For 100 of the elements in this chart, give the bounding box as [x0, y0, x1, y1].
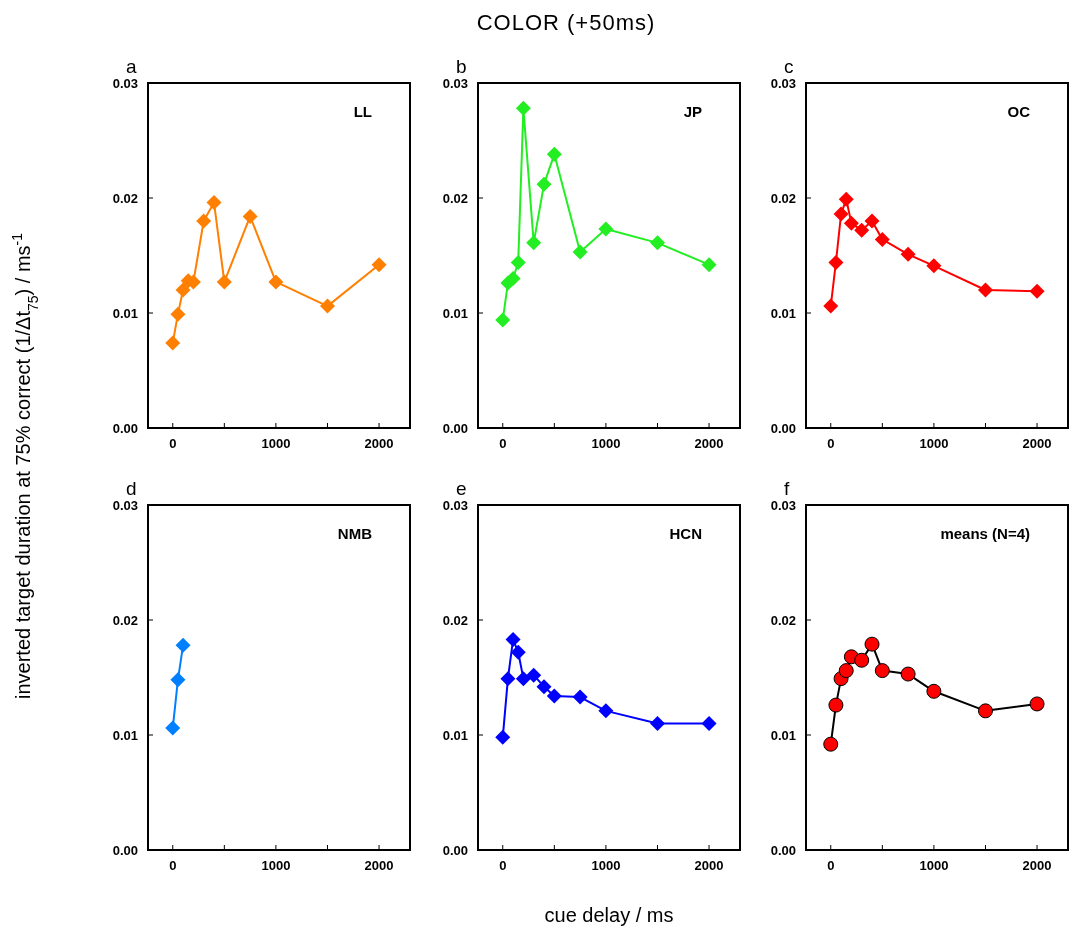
point [838, 191, 854, 207]
y-tick-label: 0.02 [770, 612, 796, 628]
point [495, 312, 511, 328]
x-tick-label: 2000 [364, 858, 394, 873]
x-tick-label: 0 [499, 436, 507, 451]
point [206, 195, 222, 211]
point [823, 298, 839, 314]
y-tick-label: 0.01 [770, 727, 796, 743]
x-tick-label: 2000 [1022, 858, 1052, 873]
point [175, 637, 191, 653]
y-tick-label: 0.00 [770, 842, 796, 858]
point [165, 720, 181, 736]
point [505, 271, 521, 286]
y-tick-label: 0.02 [442, 190, 468, 206]
x-tick-label: 0 [169, 436, 177, 451]
y-tick-label: 0.01 [112, 727, 138, 743]
y-tick-label: 0.03 [112, 497, 138, 513]
text: COLOR (+50ms) [476, 10, 656, 35]
annotation: OC [1007, 103, 1031, 120]
point [170, 672, 186, 688]
x-tick-label: 1000 [261, 436, 291, 451]
chart-title: b [456, 56, 467, 77]
point [874, 231, 890, 247]
point [371, 257, 387, 273]
point [510, 254, 526, 270]
chart-title: e [456, 478, 467, 499]
point [828, 254, 844, 270]
annotation: means (N=4) [940, 525, 1030, 542]
point [843, 215, 859, 231]
annotation: HCN [669, 525, 702, 542]
point [701, 716, 717, 731]
y-tick-label: 0.03 [442, 497, 468, 513]
y-tick-label: 0.03 [112, 75, 138, 91]
x-tick-label: 0 [827, 436, 835, 451]
y-tick-label: 0.03 [770, 75, 796, 91]
y-tick-label: 0.01 [442, 727, 468, 743]
point [572, 244, 588, 260]
point [649, 716, 665, 731]
y-tick-label: 0.00 [442, 842, 468, 858]
x-tick-label: 2000 [364, 436, 394, 451]
x-tick-label: 0 [499, 858, 507, 873]
y-tick-label: 0.03 [770, 497, 796, 513]
point [926, 258, 942, 274]
y-tick-label: 0.02 [442, 612, 468, 628]
y-tick-label: 0.02 [112, 190, 138, 206]
point [701, 257, 717, 273]
point [598, 221, 614, 237]
point [874, 663, 890, 679]
y-tick-label: 0.01 [112, 305, 138, 321]
x-tick-label: 2000 [694, 858, 724, 873]
point [196, 213, 212, 229]
y-tick-label: 0.01 [770, 305, 796, 321]
point [864, 636, 880, 652]
y-tick-label: 0.00 [112, 420, 138, 436]
point [175, 282, 191, 298]
point [1029, 283, 1045, 299]
point [505, 632, 521, 648]
point [546, 146, 562, 162]
point [977, 703, 993, 719]
point [495, 729, 511, 745]
point [170, 306, 186, 322]
point [823, 736, 839, 752]
y-tick-label: 0.01 [442, 305, 468, 321]
x-tick-label: 1000 [919, 436, 949, 451]
y-tick-label: 0.03 [442, 75, 468, 91]
annotation: LL [353, 103, 372, 120]
point [1029, 696, 1045, 712]
point [515, 100, 531, 116]
y-tick-label: 0.02 [770, 190, 796, 206]
chart-title: a [126, 56, 137, 77]
point [828, 697, 844, 713]
x-tick-label: 0 [169, 858, 177, 873]
chart-title: d [126, 478, 137, 499]
point [649, 235, 665, 251]
y-tick-label: 0.00 [112, 842, 138, 858]
point [833, 206, 849, 222]
point [598, 703, 614, 719]
point [216, 274, 232, 290]
point [268, 274, 284, 290]
x-tick-label: 1000 [261, 858, 291, 873]
point [977, 282, 993, 298]
chart-title: f [784, 478, 790, 499]
point [242, 208, 258, 224]
point [536, 679, 552, 695]
point [854, 222, 870, 238]
x-tick-label: 0 [827, 858, 835, 873]
point [536, 176, 552, 192]
point [165, 335, 181, 351]
x-tick-label: 2000 [694, 436, 724, 451]
chart-title: c [784, 56, 794, 77]
x-tick-label: 2000 [1022, 436, 1052, 451]
point [546, 688, 562, 704]
point [854, 652, 870, 668]
y-tick-label: 0.00 [770, 420, 796, 436]
point [500, 671, 516, 687]
point [526, 667, 542, 683]
point [838, 663, 854, 679]
annotation: JP [683, 103, 702, 120]
point [526, 235, 542, 251]
point [926, 683, 942, 699]
